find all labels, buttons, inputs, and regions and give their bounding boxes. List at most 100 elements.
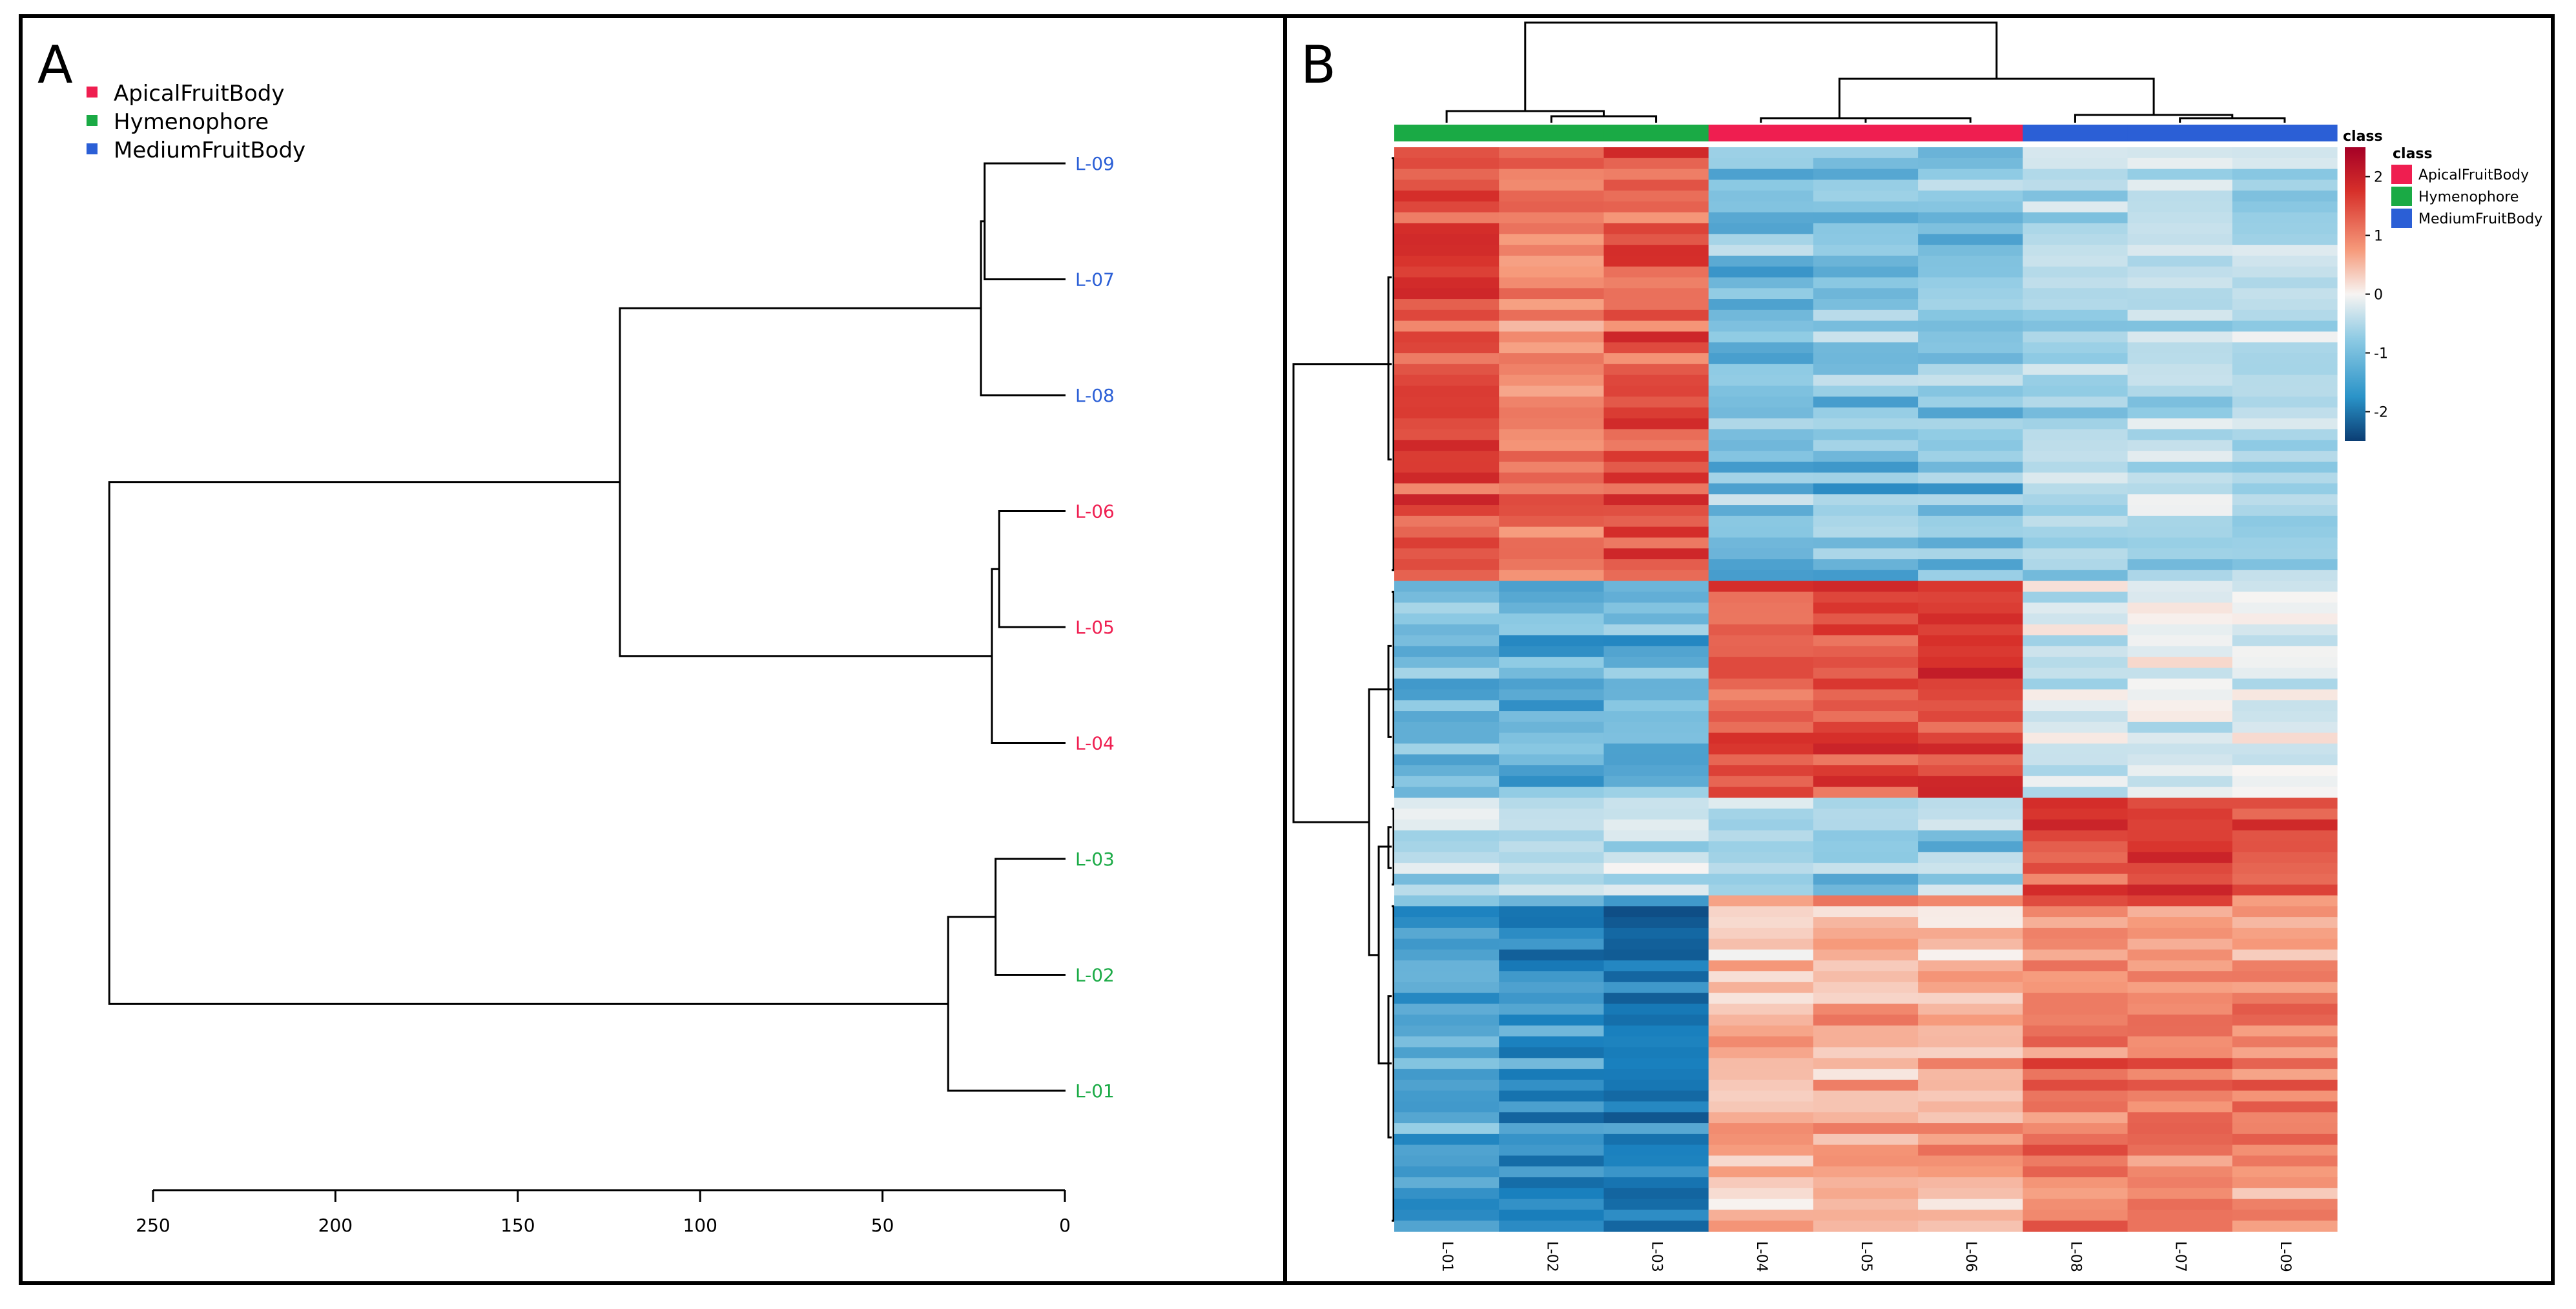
heatmap-cell (1918, 234, 2023, 245)
heatmap-cell (2127, 331, 2233, 343)
heatmap-cell (1499, 1188, 1605, 1200)
heatmap-cell (1394, 711, 1499, 723)
leaf-label: L-04 (1075, 733, 1115, 754)
heatmap-cell (1499, 386, 1605, 397)
heatmap-cell (1603, 234, 1709, 245)
heatmap-cell (2232, 364, 2338, 376)
heatmap-cell (2023, 353, 2128, 365)
heatmap-cell (1394, 732, 1499, 745)
heatmap-cell (2127, 1123, 2233, 1135)
heatmap-cell (2232, 678, 2338, 690)
heatmap-cell (1918, 798, 2023, 809)
heatmap-cell (2232, 1188, 2338, 1200)
heatmap-cell (1813, 1004, 1919, 1015)
heatmap-cell (2127, 982, 2233, 994)
heatmap-cell (2127, 667, 2233, 679)
heatmap-cell (1918, 1058, 2023, 1069)
heatmap-cell (2023, 288, 2128, 300)
heatmap-cell (1603, 1210, 1709, 1221)
heatmap-cell (2127, 320, 2233, 333)
heatmap-cell (2232, 320, 2338, 333)
heatmap-cell (2127, 1004, 2233, 1015)
heatmap-cell (2232, 863, 2338, 874)
heatmap-cell (1708, 895, 1814, 907)
heatmap-cell (1813, 732, 1919, 745)
heatmap-cell (1603, 938, 1709, 951)
heatmap-cell (2023, 743, 2128, 755)
heatmap-cell (2232, 819, 2338, 831)
heatmap-cell (1394, 1123, 1499, 1135)
heatmap-cell (1499, 721, 1605, 734)
heatmap-cell (1708, 1004, 1814, 1015)
heatmap-cell (2127, 440, 2233, 451)
heatmap-cell (1394, 1004, 1499, 1015)
heatmap-cell (1813, 299, 1919, 311)
heatmap-cell (1708, 353, 1814, 365)
heatmap-cell (1918, 678, 2023, 690)
heatmap-cell (2023, 570, 2128, 582)
heatmap-cell (2023, 689, 2128, 701)
heatmap-cell (1813, 353, 1919, 365)
heatmap-cell (1499, 646, 1605, 657)
heatmap-cell (1813, 494, 1919, 506)
heatmap-cell (1394, 526, 1499, 539)
heatmap-cell (2127, 1025, 2233, 1037)
heatmap-cell (1394, 949, 1499, 961)
heatmap-cell (1708, 309, 1814, 322)
heatmap-cell (1918, 624, 2023, 636)
heatmap-cell (1603, 960, 1709, 972)
heatmap-cell (2023, 863, 2128, 874)
heatmap-cell (1813, 158, 1919, 170)
heatmap-cell (1813, 1210, 1919, 1221)
heatmap-cell (2023, 721, 2128, 734)
heatmap-cell (1813, 711, 1919, 723)
heatmap-cell (2127, 613, 2233, 625)
heatmap-cell (2232, 884, 2338, 896)
heatmap-cell (2023, 331, 2128, 343)
heatmap-cell (1918, 212, 2023, 224)
heatmap-cell (2127, 245, 2233, 256)
heatmap-cell (1708, 884, 1814, 896)
heatmap-cell (2232, 212, 2338, 224)
heatmap-cell (1499, 1210, 1605, 1221)
heatmap-cell (1813, 515, 1919, 528)
heatmap-cell (1394, 927, 1499, 940)
heatmap-cell (2232, 505, 2338, 517)
heatmap-cell (2023, 635, 2128, 646)
heatmap-cell (1813, 1155, 1919, 1167)
heatmap-cell (2127, 1133, 2233, 1146)
heatmap-cell (1394, 657, 1499, 668)
heatmap-cell (1918, 353, 2023, 365)
heatmap-cell (1394, 461, 1499, 473)
heatmap-cell (1394, 592, 1499, 603)
heatmap-cell (2127, 971, 2233, 983)
heatmap-cell (1394, 169, 1499, 180)
heatmap-cell (1708, 938, 1814, 951)
heatmap-cell (2232, 147, 2338, 159)
heatmap-cell (1813, 461, 1919, 473)
heatmap-cell (1603, 1166, 1709, 1178)
heatmap-cell (2023, 776, 2128, 788)
heatmap-cell (2127, 732, 2233, 745)
heatmap-cell (2232, 299, 2338, 311)
heatmap-cell (1603, 603, 1709, 614)
axis-tick-label: 100 (683, 1215, 717, 1236)
heatmap-cell (1499, 1221, 1605, 1232)
heatmap-cell (2127, 689, 2233, 701)
heatmap-cell (1918, 1199, 2023, 1211)
heatmap-cell (2127, 700, 2233, 712)
class-bar-segment (1499, 125, 1605, 141)
heatmap-cell (1499, 1112, 1605, 1124)
heatmap-cell (1708, 603, 1814, 614)
heatmap-cell (1708, 429, 1814, 440)
heatmap-cell (2127, 938, 2233, 951)
heatmap-cell (1499, 266, 1605, 278)
heatmap-cell (1603, 1188, 1709, 1200)
heatmap-cell (1603, 895, 1709, 907)
heatmap-cell (1918, 689, 2023, 701)
column-label: L-08 (2067, 1241, 2083, 1272)
heatmap-cell (1603, 798, 1709, 809)
heatmap-cell (1394, 418, 1499, 430)
column-dendrogram-branch (2179, 117, 2286, 123)
heatmap-cell (1394, 1221, 1499, 1232)
